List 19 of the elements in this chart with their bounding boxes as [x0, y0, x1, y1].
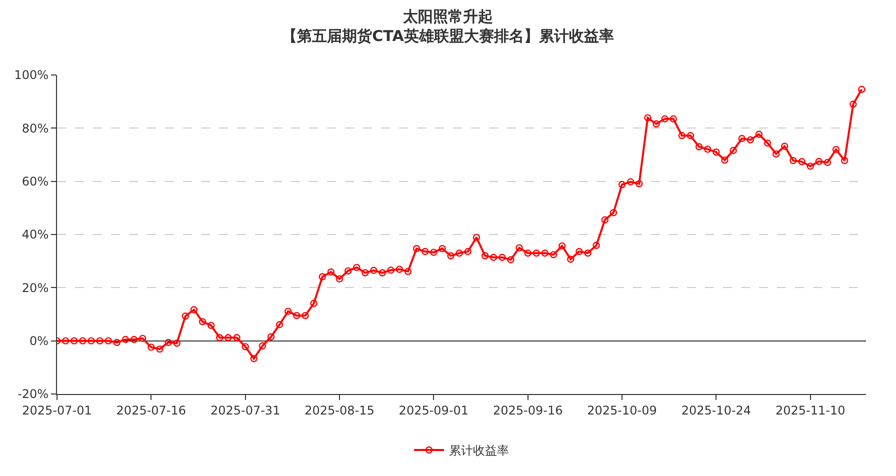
y-tick-label: 20%	[22, 280, 49, 295]
x-tick-label: 2025-08-15	[304, 403, 374, 418]
chart-title: 太阳照常升起	[402, 7, 493, 26]
y-tick-label: 40%	[22, 228, 49, 242]
x-tick-label: 2025-07-16	[116, 403, 186, 418]
x-tick-label: 2025-09-16	[492, 403, 563, 418]
x-tick-label: 2025-07-01	[22, 403, 92, 418]
x-tick-label: 2025-07-31	[210, 403, 280, 418]
legend-label: 累计收益率	[449, 444, 509, 458]
y-tick-label: 100%	[14, 68, 49, 82]
y-tick-label: 80%	[22, 121, 49, 136]
y-tick-label: -20%	[18, 387, 49, 402]
x-tick-label: 2025-10-24	[681, 403, 752, 418]
chart-subtitle: 【第五届期货CTA英雄联盟大赛排名】累计收益率	[282, 26, 614, 45]
x-tick-label: 2025-11-10	[775, 403, 846, 418]
y-tick-label: 60%	[22, 174, 49, 189]
x-tick-label: 2025-10-09	[587, 403, 657, 418]
x-tick-label: 2025-09-01	[398, 403, 469, 418]
y-tick-label: 0%	[30, 334, 49, 348]
